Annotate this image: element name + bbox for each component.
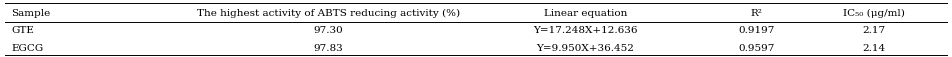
Text: 2.17: 2.17 — [863, 25, 885, 34]
Text: Sample: Sample — [11, 9, 50, 18]
Text: Y=9.950X+36.452: Y=9.950X+36.452 — [537, 43, 634, 52]
Text: 2.14: 2.14 — [863, 43, 885, 52]
Text: 97.83: 97.83 — [313, 43, 344, 52]
Text: 0.9197: 0.9197 — [739, 25, 775, 34]
Text: GTE: GTE — [11, 25, 34, 34]
Text: R²: R² — [751, 9, 763, 18]
Text: Y=17.248X+12.636: Y=17.248X+12.636 — [533, 25, 638, 34]
Text: 0.9597: 0.9597 — [739, 43, 775, 52]
Text: 97.30: 97.30 — [313, 25, 344, 34]
Text: The highest activity of ABTS reducing activity (%): The highest activity of ABTS reducing ac… — [197, 9, 460, 18]
Text: IC₅₀ (μg/ml): IC₅₀ (μg/ml) — [843, 9, 904, 18]
Text: EGCG: EGCG — [11, 43, 44, 52]
Text: Linear equation: Linear equation — [544, 9, 627, 18]
